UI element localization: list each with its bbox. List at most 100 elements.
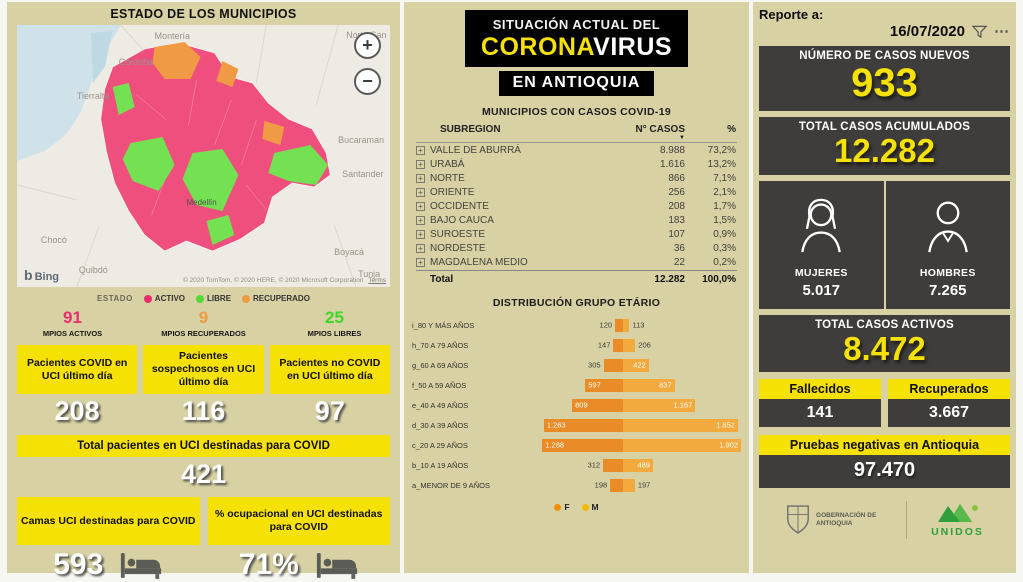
bar-male[interactable]: 837 [622,378,742,392]
total-casos: 12.282 [654,274,685,285]
bar-value-female: 305 [588,360,601,370]
table-row[interactable]: + NORTE 866 7,1% [416,171,737,185]
coronavirus-banner: SITUACIÓN ACTUAL DEL CORONAVIRUS EN ANTI… [404,2,749,96]
banner-corona: CORONA [480,33,594,61]
bar-male[interactable]: 1.852 [622,418,742,432]
expand-icon[interactable]: + [416,243,425,253]
expand-icon[interactable]: + [416,145,425,155]
map-zoom-controls: + − [354,32,381,95]
table-row[interactable]: + ORIENTE 256 2,1% [416,185,737,199]
table-row[interactable]: + VALLE DE ABURRÁ 8.988 73,2% [416,143,737,157]
expand-icon[interactable]: + [416,229,425,239]
recuperados-value: 3.667 [888,399,1010,428]
bar-value-male: 197 [637,480,651,490]
pruebas-value: 97.470 [759,455,1010,489]
bar-female[interactable]: 147 [504,338,623,352]
cell-pct: 13,2% [707,158,736,170]
bar-female[interactable]: 120 [504,318,623,332]
bar-fill [622,418,738,432]
bar-female[interactable]: 1.263 [504,418,623,432]
zoom-out-button[interactable]: − [354,68,381,95]
header-casos-label: N° CASOS [635,124,685,135]
legend-item-f[interactable]: F [554,502,570,512]
table-header: SUBREGION N° CASOS ▼ % [416,122,737,143]
expand-icon[interactable]: + [416,159,425,169]
bar-female[interactable]: 597 [504,378,623,392]
bar-male[interactable]: 1.167 [622,398,742,412]
table-row[interactable]: + SUROESTE 107 0,9% [416,227,737,241]
counter-activos: 91 MPIOS ACTIVOS [7,308,138,338]
unidos-label: UNIDOS [931,526,984,539]
expand-icon[interactable]: + [416,201,425,211]
bar-fill [603,458,623,472]
recuperados-label: Recuperados [888,379,1010,400]
new-cases-value: 933 [851,61,918,105]
pyramid-row: a_MENOR DE 9 AÑOS 198 197 [412,475,741,495]
age-group-label: c_20 A 29 AÑOS [412,440,468,450]
bar-male[interactable]: 206 [622,338,742,352]
legend-item-m[interactable]: M [581,502,599,512]
bar-female[interactable]: 312 [504,458,623,472]
expand-icon[interactable]: + [416,257,425,267]
table-row[interactable]: + MAGDALENA MEDIO 22 0,2% [416,255,737,269]
bar-value-female: 198 [594,480,608,490]
table-row[interactable]: + OCCIDENTE 208 1,7% [416,199,737,213]
ocupacion-value: 71% [238,548,299,582]
bing-logo: b Bing [24,267,59,283]
header-pct[interactable]: % [727,124,736,135]
zoom-in-button[interactable]: + [354,32,381,59]
bar-female[interactable]: 1.288 [504,438,623,452]
map-place-label: Bucaraman [338,135,384,145]
header-subregion[interactable]: SUBREGION [440,124,501,135]
legend-label: RECUPERADO [253,294,310,303]
bar-male[interactable]: 113 [622,318,742,332]
bar-female[interactable]: 198 [504,478,623,492]
active-cases-card: TOTAL CASOS ACTIVOS 8.472 [759,314,1010,373]
terms-link[interactable]: Terms [368,277,386,284]
map-place-label: Quibdó [79,265,108,275]
age-group-label: i_80 Y MÁS AÑOS [412,320,475,330]
legend-title: ESTADO [97,294,133,303]
bar-value-male: 113 [632,320,645,330]
expand-icon[interactable]: + [416,173,425,183]
table-row[interactable]: + BAJO CAUCA 183 1,5% [416,213,737,227]
legend-item-recuperado[interactable]: RECUPERADO [242,294,310,303]
header-casos[interactable]: N° CASOS ▼ [621,124,685,141]
bar-male[interactable]: 197 [622,478,742,492]
uci-covid-value: 208 [54,396,100,427]
cell-subregion: BAJO CAUCA [430,214,494,226]
footer-logos: GOBERNACIÓN DE ANTIOQUIA UNIDOS [759,497,1010,543]
bar-fill [622,378,675,392]
filter-icon[interactable] [972,25,987,39]
legend-item-libre[interactable]: LIBRE [196,294,231,303]
bar-male[interactable]: 422 [622,358,742,372]
bar-fill [542,438,623,452]
age-pyramid-chart: i_80 Y MÁS AÑOS 120 113 h_70 A 79 AÑOS 1… [412,315,741,512]
bar-fill [603,358,623,372]
uci-total-value: 421 [180,459,227,490]
legend-item-activo[interactable]: ACTIVO [143,294,185,303]
table-row[interactable]: + URABÁ 1.616 13,2% [416,157,737,171]
banner-line3: EN ANTIOQUIA [498,71,655,96]
banner-line2: CORONAVIRUS [481,33,672,62]
expand-icon[interactable]: + [416,187,425,197]
map-place-label: Chocó [41,235,67,245]
municipality-borders [136,79,267,216]
mujeres-label: MUJERES [794,266,848,279]
bar-male[interactable]: 1.902 [622,438,741,452]
fallecidos-card: Fallecidos 141 [759,379,881,428]
pyramid-row: b_10 A 19 AÑOS 312 489 [412,455,741,475]
bar-female[interactable]: 305 [504,358,623,372]
cell-subregion: MAGDALENA MEDIO [430,256,528,268]
more-options-icon[interactable]: ⋯ [994,22,1010,40]
expand-icon[interactable]: + [416,215,425,225]
table-row[interactable]: + NORDESTE 36 0,3% [416,241,737,255]
cell-casos: 8.988 [659,144,685,156]
male-series-dot-icon [581,503,589,511]
subregion-table: SUBREGION N° CASOS ▼ % + VALLE DE ABURRÁ… [416,122,737,287]
bar-male[interactable]: 489 [622,458,742,472]
antioquia-map[interactable]: Montería Córdoba Tierralta Chocó Quibdó … [17,25,390,287]
bar-female[interactable]: 809 [504,398,623,412]
pyramid-row: e_40 A 49 AÑOS 809 1.167 [412,395,741,415]
fallecidos-value: 141 [759,399,881,428]
